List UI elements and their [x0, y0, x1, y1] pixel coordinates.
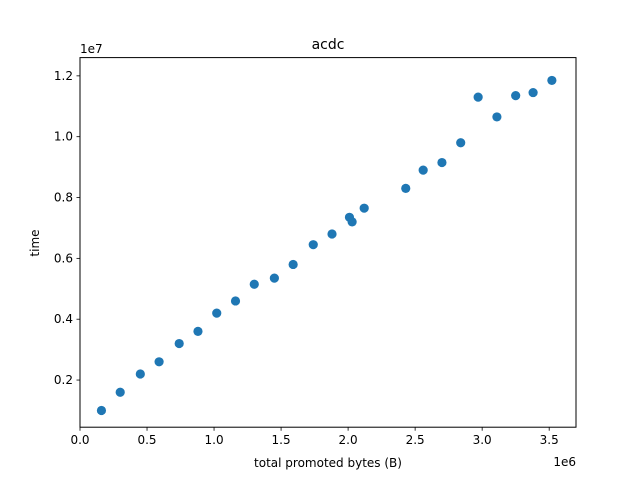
scatter-point	[249, 279, 259, 289]
x-tick-label: 3.0	[473, 433, 492, 447]
scatter-point	[96, 405, 107, 416]
x-tick-label: 1.0	[205, 433, 224, 447]
y-axis-label: time	[28, 229, 42, 256]
scatter-point	[347, 217, 357, 227]
scatter-point	[473, 92, 483, 102]
scatter-point	[135, 369, 145, 379]
plot-area: 0.0 0.5 1.0 1.5 2.0 2.5 3.0 3.5 0.2 0.4 0.6 0.8 1.0 1…	[54, 69, 559, 447]
scatter-point	[511, 91, 521, 101]
x-tick-label: 2.5	[406, 433, 425, 447]
y-tick-label: 1.0	[54, 130, 73, 144]
scatter-point	[437, 157, 447, 168]
scatter-point	[418, 165, 428, 175]
scatter-point	[456, 138, 466, 148]
y-tick-label: 1.2	[54, 69, 73, 83]
x-tick-label: 0.5	[137, 433, 156, 447]
scatter-point	[359, 203, 369, 213]
scatter-point	[327, 229, 337, 239]
x-offset-label: 1e6	[553, 455, 576, 469]
y-tick-label: 0.8	[54, 191, 73, 205]
scatter-point	[528, 87, 538, 98]
scatter-point	[547, 75, 557, 86]
scatter-point	[115, 387, 125, 397]
y-tick-label: 0.2	[54, 373, 73, 387]
scatter-point	[269, 273, 279, 283]
x-tick-label: 0.0	[70, 433, 89, 447]
y-tick-label: 0.6	[54, 251, 73, 265]
x-tick-label: 1.5	[272, 433, 291, 447]
x-tick-label: 2.0	[339, 433, 358, 447]
chart-title: acdc	[312, 37, 345, 53]
scatter-point	[212, 308, 222, 318]
scatter-point	[154, 357, 164, 367]
scatter-point	[193, 326, 203, 336]
scatter-point	[492, 112, 502, 122]
scatter-point	[308, 240, 318, 250]
scatter-point	[401, 183, 411, 194]
y-tick-label: 0.4	[54, 312, 73, 326]
x-axis-label: total promoted bytes (B)	[254, 456, 402, 470]
x-tick-label: 3.5	[540, 433, 559, 447]
scatter-point	[174, 338, 184, 349]
scatter-point	[288, 259, 298, 270]
y-offset-label: 1e7	[80, 42, 103, 56]
scatter-point	[230, 296, 241, 306]
plot-frame	[79, 57, 577, 428]
